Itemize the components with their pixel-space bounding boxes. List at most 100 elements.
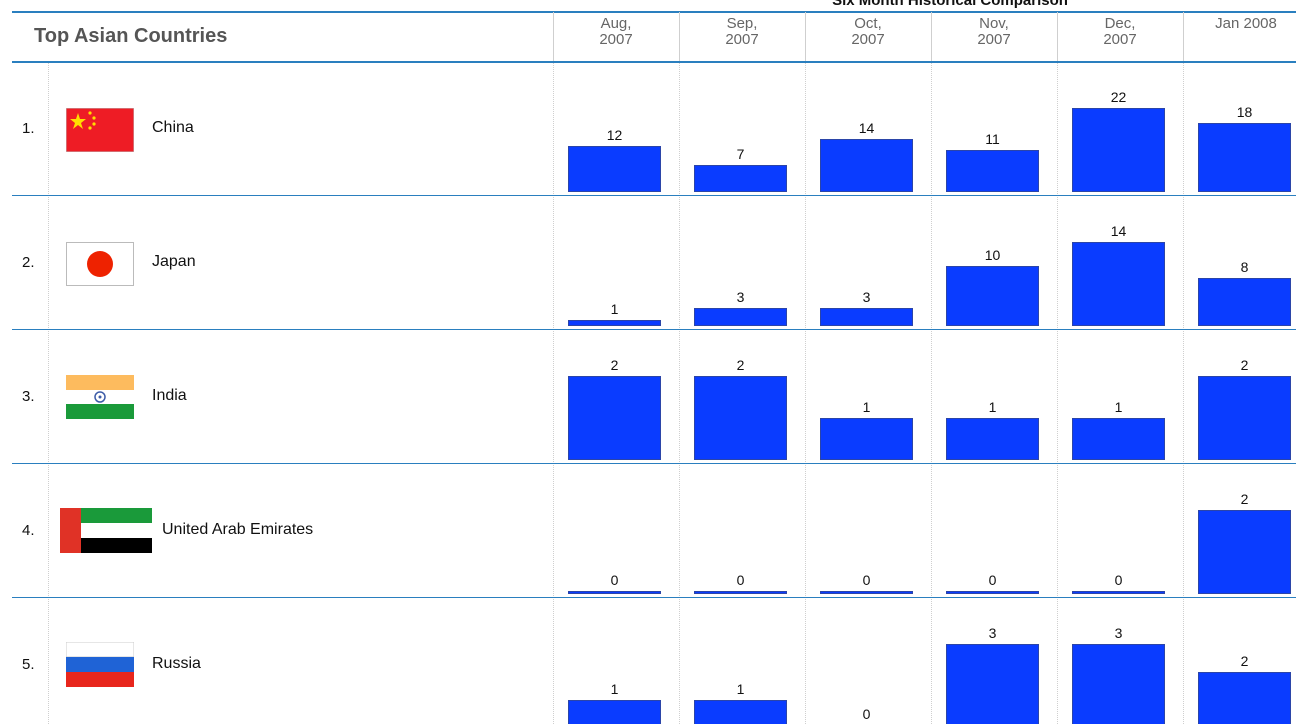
bar [1072, 591, 1165, 594]
month-header: Dec, 2007 [1103, 15, 1137, 48]
bar [820, 308, 913, 326]
bar [820, 138, 913, 192]
column-divider [931, 62, 932, 724]
header-divider [1057, 12, 1058, 62]
flag-china [66, 108, 134, 152]
column-divider [679, 62, 680, 724]
bar [568, 320, 661, 326]
bar [946, 150, 1039, 192]
column-divider [1057, 62, 1058, 724]
country-name: United Arab Emirates [162, 521, 314, 538]
bar-value: 1 [610, 681, 619, 697]
header-divider [931, 12, 932, 62]
header-divider [805, 12, 806, 62]
bar [694, 591, 787, 594]
bar-value: 14 [1110, 223, 1127, 239]
bar-value: 0 [1114, 572, 1123, 588]
bar-value: 3 [736, 289, 745, 305]
bar-value: 2 [610, 357, 619, 373]
rank: 1. [22, 120, 35, 137]
bar-value: 2 [1240, 357, 1249, 373]
bar-value: 8 [1240, 259, 1249, 275]
header-divider [679, 12, 680, 62]
bar-value: 0 [988, 572, 997, 588]
bar-value: 12 [606, 127, 623, 144]
caption: Six Month Historical Comparison [832, 0, 1068, 9]
bar [1198, 672, 1291, 724]
bar [1198, 510, 1291, 594]
month-header: Nov, 2007 [977, 15, 1011, 48]
bar [1072, 644, 1165, 724]
month-header: Sep, 2007 [725, 15, 759, 48]
bar-value: 3 [1114, 625, 1123, 641]
column-divider [48, 62, 49, 724]
row-border [12, 463, 1296, 464]
bar-value: 3 [862, 289, 871, 305]
bar-value: 22 [1110, 89, 1127, 105]
bar-value: 18 [1236, 104, 1253, 121]
bar [820, 591, 913, 594]
country-name: India [152, 387, 187, 404]
flag-russia [66, 642, 134, 687]
flag-japan [66, 242, 134, 286]
row-border [12, 597, 1296, 598]
flag-uae [60, 508, 152, 553]
table-border [12, 11, 1296, 13]
flag-india [66, 375, 134, 419]
bar-value: 1 [610, 301, 619, 317]
bar [1072, 242, 1165, 326]
bar [946, 591, 1039, 594]
bar [694, 165, 787, 192]
row-border [12, 195, 1296, 196]
column-divider [805, 62, 806, 724]
bar-value: 11 [985, 131, 1000, 147]
bar-value: 0 [862, 572, 871, 588]
bar-value: 3 [988, 625, 997, 641]
bar-value: 2 [736, 357, 745, 373]
bar-value: 10 [984, 247, 1001, 263]
month-header: Oct, 2007 [851, 15, 885, 48]
bar [1072, 108, 1165, 192]
bar [1198, 123, 1291, 192]
rank: 2. [22, 254, 35, 271]
table-title: Top Asian Countries [34, 25, 228, 47]
country-name: Japan [152, 253, 196, 270]
bar [820, 418, 913, 460]
bar [1198, 278, 1291, 326]
country-name: Russia [152, 655, 201, 672]
bar-value: 1 [1114, 399, 1123, 415]
bar [568, 376, 661, 460]
column-divider [1183, 62, 1184, 724]
bar [946, 644, 1039, 724]
bar-value: 7 [736, 146, 745, 163]
bar [694, 308, 787, 326]
row-border [12, 329, 1296, 330]
bar-value: 1 [988, 399, 997, 415]
bar-value: 1 [862, 399, 871, 415]
header-divider [553, 12, 554, 62]
month-header: Aug, 2007 [599, 15, 633, 48]
bar [946, 266, 1039, 326]
bar [1198, 376, 1291, 460]
bar [946, 418, 1039, 460]
bar-value: 14 [858, 119, 875, 136]
column-divider [553, 62, 554, 724]
rank: 4. [22, 522, 35, 539]
bar [568, 146, 661, 192]
bar-value: 0 [862, 706, 871, 722]
row-border [12, 61, 1296, 63]
country-name: China [152, 119, 194, 136]
bar-value: 2 [1240, 491, 1249, 507]
month-header: Jan 2008 [1215, 15, 1277, 32]
bar-value: 0 [736, 572, 745, 588]
bar-value: 2 [1240, 653, 1249, 669]
bar [694, 700, 787, 724]
bar-value: 1 [736, 681, 745, 697]
rank: 3. [22, 388, 35, 405]
rank: 5. [22, 656, 35, 673]
bar [568, 700, 661, 724]
header-divider [1183, 12, 1184, 62]
bar-value: 0 [610, 572, 619, 588]
bar [568, 591, 661, 594]
